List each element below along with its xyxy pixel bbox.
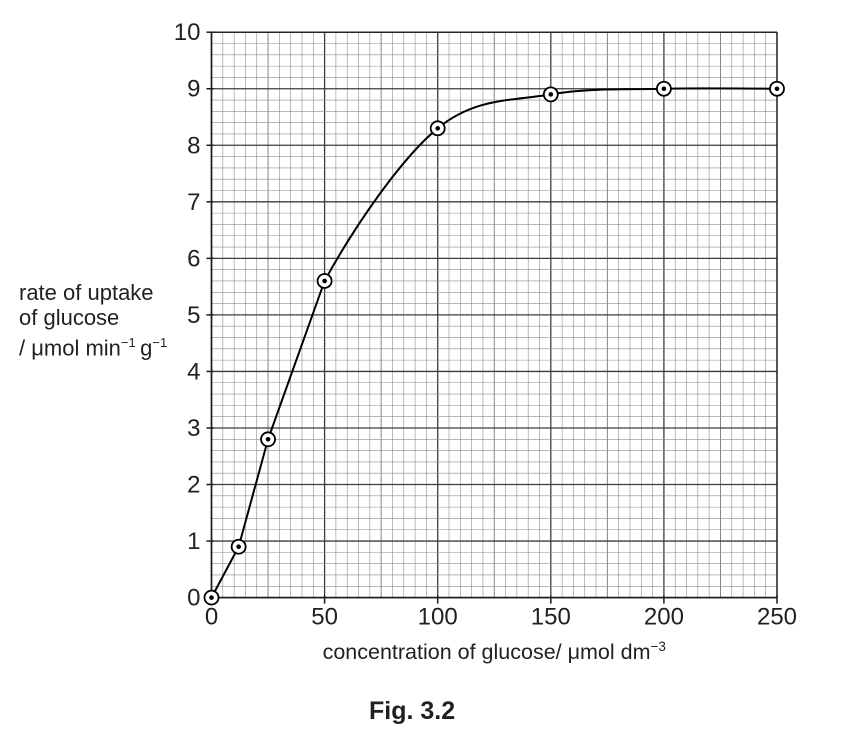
svg-text:4: 4 (187, 358, 200, 385)
svg-text:200: 200 (644, 604, 684, 631)
svg-text:8: 8 (187, 132, 200, 159)
svg-text:250: 250 (757, 604, 797, 631)
svg-text:0: 0 (187, 585, 200, 612)
svg-text:100: 100 (418, 604, 458, 631)
svg-text:10: 10 (174, 19, 201, 46)
svg-text:1: 1 (187, 528, 200, 555)
svg-text:3: 3 (187, 415, 200, 442)
svg-text:6: 6 (187, 245, 200, 272)
svg-text:0: 0 (205, 604, 218, 631)
svg-text:50: 50 (311, 604, 338, 631)
svg-text:7: 7 (187, 189, 200, 216)
svg-text:9: 9 (187, 76, 200, 103)
svg-text:2: 2 (187, 472, 200, 499)
svg-text:150: 150 (531, 604, 571, 631)
